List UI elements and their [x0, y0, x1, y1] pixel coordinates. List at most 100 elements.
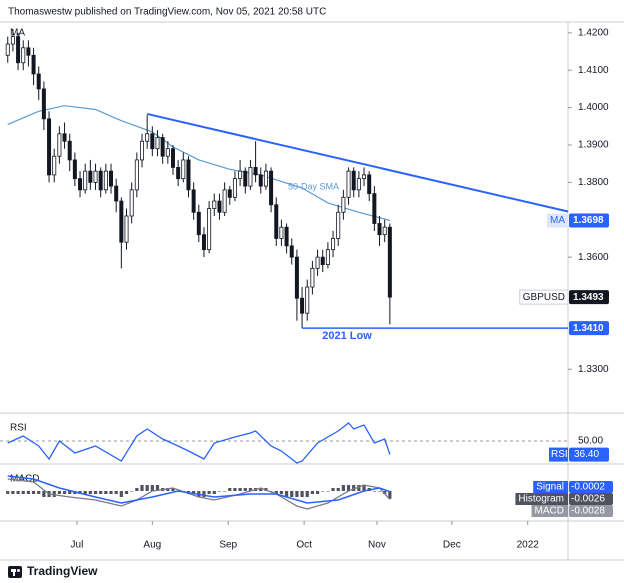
- histogram-bar: [284, 491, 289, 497]
- candle-body: [346, 170, 351, 198]
- histogram-bar: [6, 491, 10, 494]
- histogram-bar: [104, 491, 108, 494]
- histogram-bar: [93, 491, 98, 494]
- candle-body: [16, 36, 21, 64]
- macd-legend-box: [569, 493, 613, 505]
- macd-legend-name: Histogram: [518, 494, 564, 505]
- macd-legend-name-box: [515, 493, 568, 505]
- macd-legend-name: MACD: [535, 506, 564, 517]
- candle-body: [253, 167, 258, 176]
- candle-body: [67, 140, 72, 161]
- sma-line: [7, 105, 391, 222]
- candle-body: [26, 47, 31, 56]
- rsi-line: [7, 422, 391, 464]
- candle-body: [269, 170, 274, 206]
- candle-body: [243, 170, 248, 187]
- histogram-bar: [362, 485, 366, 491]
- signal-line: [7, 475, 391, 504]
- header: Thomaswestw published on TradingView.com…: [8, 7, 326, 18]
- candle-body: [300, 297, 305, 314]
- candle-body: [238, 170, 243, 180]
- x-tick-label: Sep: [219, 540, 237, 551]
- candle-body: [165, 148, 170, 157]
- candle-body: [57, 133, 62, 157]
- sma-label: 50-Day SMA: [288, 181, 339, 191]
- x-tick-label: Oct: [296, 540, 312, 551]
- histogram-bar: [341, 485, 345, 491]
- price-label: 1.3493: [573, 292, 604, 303]
- histogram-bar: [57, 491, 61, 494]
- macd-legend-value: -0.0026: [571, 494, 605, 505]
- y-tick-label: 1.4100: [578, 65, 609, 76]
- y-tick-label: 1.3600: [578, 252, 609, 263]
- candle-body: [186, 159, 191, 191]
- logo: [8, 566, 22, 578]
- x-tick-label: Aug: [143, 540, 161, 551]
- candle-body: [377, 223, 382, 236]
- rsi-end-box: [569, 447, 609, 462]
- rsi-title: RSI: [10, 423, 27, 434]
- histogram-bar: [238, 488, 242, 491]
- histogram-bar: [192, 491, 196, 494]
- candle-body: [310, 267, 315, 288]
- candle-body: [258, 174, 263, 187]
- x-tick-label: Nov: [368, 540, 386, 551]
- candle-body: [78, 178, 83, 191]
- candle-body: [160, 137, 165, 157]
- candle-body: [5, 43, 10, 56]
- candle-body: [129, 189, 134, 217]
- candle-body: [119, 200, 124, 243]
- price-label-name-box: [547, 213, 569, 228]
- candle-body: [114, 185, 119, 202]
- histogram-bar: [331, 488, 335, 491]
- y-tick-label: 1.3800: [578, 177, 609, 188]
- histogram-bar: [88, 491, 92, 494]
- macd-legend-box: [569, 481, 613, 493]
- candle-body: [331, 238, 336, 251]
- histogram-bar: [352, 485, 356, 491]
- candle-body: [62, 133, 67, 142]
- candle-body: [176, 167, 181, 180]
- histogram-bar: [228, 488, 232, 491]
- candle-body: [93, 170, 98, 183]
- histogram-bar: [310, 491, 314, 494]
- candle-body: [88, 170, 93, 183]
- y-tick-label: 1.4000: [578, 102, 609, 113]
- price-label-box: [569, 290, 609, 305]
- histogram-bar: [124, 491, 129, 494]
- histogram-bar: [140, 485, 144, 491]
- histogram-bar: [145, 485, 149, 491]
- histogram-bar: [321, 491, 325, 492]
- y-tick-label: 1.3900: [578, 140, 609, 151]
- candle-body: [191, 189, 196, 213]
- histogram-bar: [290, 491, 294, 497]
- price-label: 1.3698: [573, 215, 604, 226]
- candle-body: [41, 88, 46, 120]
- rsi-end-label: 36.40: [574, 449, 599, 460]
- histogram-bar: [11, 491, 15, 494]
- histogram-bar: [135, 488, 139, 491]
- histogram-bar: [388, 491, 392, 499]
- histogram-bar: [130, 491, 134, 492]
- y-tick-label: 1.3300: [578, 364, 609, 375]
- low-label: 2021 Low: [322, 330, 372, 342]
- macd-title: MACD: [10, 474, 39, 485]
- histogram-bar: [315, 491, 320, 494]
- candle-body: [289, 245, 294, 258]
- candle-body: [367, 174, 372, 194]
- histogram-bar: [202, 491, 206, 497]
- histogram-bar: [300, 491, 304, 497]
- histogram-bar: [171, 488, 175, 491]
- trendline: [146, 112, 569, 213]
- histogram-bar: [248, 488, 253, 491]
- candle-body: [103, 170, 108, 191]
- histogram-bar: [377, 491, 382, 492]
- candle-body: [83, 170, 88, 191]
- candle-body: [181, 159, 186, 180]
- candle-body: [217, 200, 222, 213]
- histogram-bar: [274, 491, 278, 494]
- price-label-name-box: [519, 289, 569, 305]
- price-label-name: MA: [550, 215, 565, 226]
- price-label-box: [569, 213, 609, 228]
